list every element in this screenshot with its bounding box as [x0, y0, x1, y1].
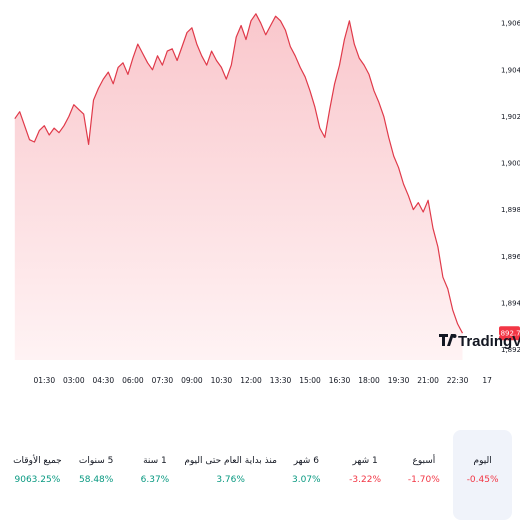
period-all-time[interactable]: جميع الأوقات 9063.25%: [8, 430, 67, 520]
x-tick-label: 13:30: [270, 376, 292, 385]
period-1-year[interactable]: 1 سنة 6.37%: [126, 430, 185, 520]
period-week[interactable]: أسبوع ‎-1.70%: [394, 430, 453, 520]
period-1-month[interactable]: 1 شهر ‎-3.22%: [336, 430, 395, 520]
price-chart-svg: 1,906.00 1,904.00 1,902.00 1,900.00 1,898.00…: [14, 13, 520, 385]
x-tick-label: 10:30: [211, 376, 233, 385]
period-label: اليوم: [473, 456, 492, 466]
y-tick-label: 1,906.00: [501, 20, 520, 28]
x-tick-label: 16:30: [329, 376, 351, 385]
period-label: منذ بداية العام حتى اليوم: [184, 456, 277, 466]
period-value: 3.07%: [292, 475, 321, 485]
period-label: 1 سنة: [143, 456, 167, 466]
x-tick-label: 07:30: [152, 376, 174, 385]
y-tick-label: 1,894.00: [501, 299, 520, 307]
x-tick-label: 12:00: [240, 376, 262, 385]
price-area-fill: [14, 13, 463, 361]
x-tick-label: 18:00: [358, 376, 380, 385]
x-tick-label: 09:00: [181, 376, 203, 385]
tradingview-logo: TradingView: [439, 333, 520, 350]
period-today[interactable]: اليوم ‎-0.45%: [453, 430, 512, 520]
period-value: 3.76%: [216, 475, 245, 485]
y-tick-label: 1,902.00: [501, 113, 520, 121]
period-value: ‎-0.45%: [466, 475, 499, 485]
y-tick-label: 1,904.00: [501, 66, 520, 74]
period-label: أسبوع: [412, 456, 436, 466]
x-tick-label: 06:00: [122, 376, 144, 385]
x-tick-label: 01:30: [33, 376, 55, 385]
y-tick-label: 1,898.00: [501, 206, 520, 214]
period-6-months[interactable]: 6 شهر 3.07%: [277, 430, 336, 520]
x-tick-label: 03:00: [63, 376, 85, 385]
x-tick-label: 04:30: [92, 376, 114, 385]
period-ytd[interactable]: منذ بداية العام حتى اليوم 3.76%: [184, 430, 277, 520]
y-tick-label: 1,900.00: [501, 160, 520, 168]
period-value: 6.37%: [140, 475, 170, 485]
period-value: 9063.25%: [14, 475, 61, 485]
x-tick-label: 19:30: [388, 376, 410, 385]
period-5-years[interactable]: 5 سنوات 58.48%: [67, 430, 126, 520]
price-line: [14, 13, 464, 334]
x-tick-label: 15:00: [299, 376, 321, 385]
last-price-label: 1,892.70: [494, 330, 520, 338]
y-tick-label: 1,892.00: [501, 346, 520, 354]
tradingview-logo-dot: [452, 334, 457, 338]
period-value: ‎-3.22%: [349, 475, 381, 485]
price-chart[interactable]: 1,906.00 1,904.00 1,902.00 1,900.00 1,898.00…: [0, 0, 520, 392]
x-tick-label: 22:30: [447, 376, 469, 385]
period-label: 6 شهر: [293, 456, 319, 466]
period-label: 1 شهر: [352, 456, 378, 466]
period-label: جميع الأوقات: [13, 456, 62, 466]
period-value: ‎-1.70%: [407, 475, 440, 485]
performance-periods: اليوم ‎-0.45% أسبوع ‎-1.70% 1 شهر ‎-3.22…: [0, 430, 520, 520]
last-price-badge: [499, 326, 520, 341]
x-tick-label: 21:00: [417, 376, 439, 385]
x-tick-label: 17: [482, 376, 492, 385]
y-tick-label: 1,896.00: [501, 253, 520, 261]
tradingview-logo-text: TradingView: [458, 333, 520, 350]
period-label: 5 سنوات: [78, 456, 114, 466]
period-value: 58.48%: [79, 475, 114, 485]
tradingview-logo-icon: [439, 334, 454, 346]
